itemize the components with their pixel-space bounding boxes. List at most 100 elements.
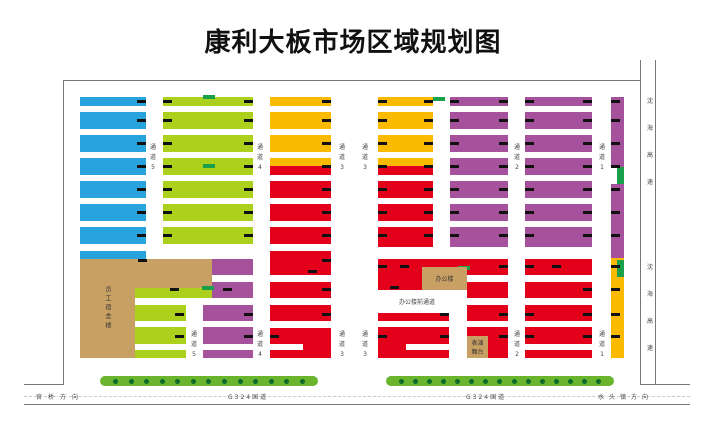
stall-marker xyxy=(525,142,534,145)
stall-marker xyxy=(163,188,172,191)
office-building: 办公楼 xyxy=(422,267,467,290)
tree-icon xyxy=(284,378,290,384)
stall-block xyxy=(135,305,186,321)
stall-marker xyxy=(611,142,620,145)
stall-marker xyxy=(424,165,433,168)
stall-block xyxy=(80,158,146,175)
stall-marker xyxy=(244,211,253,214)
tree-icon xyxy=(483,378,489,384)
stall-marker xyxy=(611,335,620,338)
stall-marker xyxy=(322,259,331,262)
stall-marker xyxy=(525,100,534,103)
tree-icon xyxy=(412,378,418,384)
stall-marker xyxy=(163,119,172,122)
east-direction-label: 水头镇方向 xyxy=(598,394,654,401)
tree-icon xyxy=(159,378,165,384)
marker-tag xyxy=(617,167,624,184)
stall-block xyxy=(525,282,592,298)
stall-block xyxy=(450,135,508,152)
stall-marker xyxy=(163,165,172,168)
stall-marker xyxy=(378,335,387,338)
highway-label-north: 沈海高速 xyxy=(646,98,653,186)
stall-marker xyxy=(244,335,253,338)
stall-block xyxy=(163,181,253,198)
stall-block xyxy=(163,227,253,244)
stall-marker xyxy=(611,265,620,268)
tree-icon xyxy=(553,378,559,384)
tree-icon xyxy=(190,378,196,384)
stall-block xyxy=(80,204,146,221)
stall-marker xyxy=(450,100,459,103)
stall-marker xyxy=(499,234,508,237)
highway-line-west xyxy=(640,60,641,385)
stall-block xyxy=(203,305,253,321)
stall-block xyxy=(203,350,253,358)
stall-block xyxy=(378,327,449,358)
stall-marker xyxy=(424,100,433,103)
stall-block xyxy=(378,204,433,221)
stall-block xyxy=(611,184,624,258)
stall-marker xyxy=(223,288,232,291)
stall-block xyxy=(525,327,592,344)
stall-block xyxy=(450,181,508,198)
stall-marker xyxy=(400,265,409,268)
stall-block xyxy=(525,204,592,221)
stall-block xyxy=(270,97,331,106)
stall-marker xyxy=(378,119,387,122)
stall-block xyxy=(450,227,508,247)
stall-block xyxy=(163,97,253,106)
stall-marker xyxy=(583,165,592,168)
stall-block xyxy=(270,158,331,166)
marker-tag xyxy=(203,164,215,168)
stall-block xyxy=(270,282,331,298)
road-centerline xyxy=(24,396,690,397)
stall-marker xyxy=(424,211,433,214)
stall-marker xyxy=(583,288,592,291)
stall-marker xyxy=(390,286,399,289)
tree-icon xyxy=(144,378,150,384)
stall-marker xyxy=(450,142,459,145)
stage-building: 表演舞台 xyxy=(467,336,488,358)
stall-marker xyxy=(170,288,179,291)
tree-icon xyxy=(253,378,259,384)
tree-icon xyxy=(455,378,461,384)
hedge-strip xyxy=(100,376,318,386)
stall-block xyxy=(203,327,253,344)
channel-3-bottom: 通道3 xyxy=(338,331,345,358)
stall-block xyxy=(525,97,592,106)
stall-block xyxy=(270,227,331,244)
tree-icon xyxy=(128,378,134,384)
stall-marker xyxy=(440,313,449,316)
stall-block xyxy=(270,204,331,221)
stall-block xyxy=(406,344,449,350)
stall-marker xyxy=(440,335,449,338)
stall-marker xyxy=(583,211,592,214)
stall-block xyxy=(270,112,331,129)
stall-marker xyxy=(525,211,534,214)
stall-marker xyxy=(611,188,620,191)
stall-marker xyxy=(525,265,534,268)
tree-icon xyxy=(596,378,602,384)
stall-block xyxy=(80,227,146,244)
stall-marker xyxy=(424,188,433,191)
channel-4-bottom: 通道4 xyxy=(256,331,263,358)
stall-block xyxy=(378,112,433,129)
national-road-label-east: G324国道 xyxy=(466,394,507,401)
dormitory-label: 员工宿舍楼 xyxy=(104,286,111,331)
stall-block xyxy=(270,251,331,275)
stall-marker xyxy=(583,142,592,145)
stall-marker xyxy=(583,313,592,316)
stall-block xyxy=(525,158,592,175)
stall-marker xyxy=(244,234,253,237)
stall-block xyxy=(270,181,331,198)
stall-block xyxy=(212,259,253,275)
stall-marker xyxy=(552,265,561,268)
stall-marker xyxy=(525,335,534,338)
boundary-bottom-right xyxy=(640,384,690,385)
stall-marker xyxy=(244,100,253,103)
stall-marker xyxy=(611,165,620,168)
tree-icon xyxy=(426,378,432,384)
stall-marker xyxy=(137,119,146,122)
hedge-strip xyxy=(386,376,614,386)
